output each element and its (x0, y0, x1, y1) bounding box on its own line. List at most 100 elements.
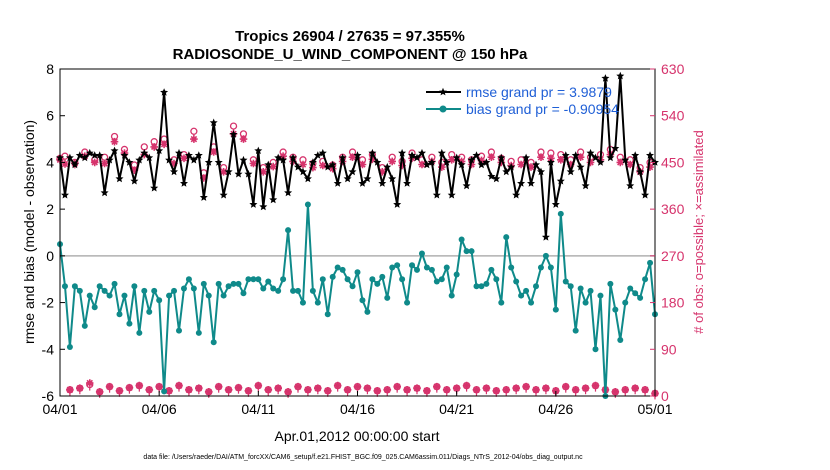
y-right-tick-label: 540 (661, 108, 685, 124)
bias-point (171, 287, 178, 294)
y-tick-label: -6 (42, 388, 55, 404)
assimilated-obs-marker (438, 163, 446, 171)
rmse-point (120, 151, 129, 159)
rmse-point (184, 151, 193, 159)
bias-point (106, 292, 113, 299)
assimilated-obs-marker (61, 160, 69, 168)
rmse-point (418, 148, 426, 157)
rmse-point (507, 162, 516, 171)
bias-point (344, 276, 351, 283)
rmse-point (413, 153, 421, 162)
bias-point (384, 294, 391, 301)
rmse-point (398, 148, 407, 157)
data-file-footer: data file: /Users/raeder/DAI/ATM_forcXX/… (143, 454, 583, 461)
assimilated-obs-marker (353, 382, 362, 391)
bias-point (433, 278, 440, 285)
assimilated-obs-marker (452, 384, 461, 392)
rmse-point (626, 181, 635, 190)
rmse-point (482, 158, 491, 166)
bias-point (131, 283, 138, 290)
bias-point (557, 210, 564, 217)
rmse-point (90, 151, 99, 159)
chart-subtitle: RADIOSONDE_U_WIND_COMPONENT @ 150 hPa (173, 46, 528, 63)
assimilated-obs-marker (90, 158, 99, 167)
assimilated-obs-marker (591, 381, 600, 390)
assimilated-obs-marker (393, 382, 401, 391)
assimilated-obs-marker (195, 384, 203, 392)
bias-point (215, 280, 222, 287)
x-tick-label: 04/06 (142, 401, 177, 417)
rmse-point (284, 188, 293, 197)
assimilated-obs-marker (165, 387, 173, 395)
rmse-point (234, 169, 243, 178)
rmse-point (517, 179, 526, 187)
bias-point (552, 306, 559, 313)
rmse-point (303, 174, 312, 183)
bias-point (71, 283, 78, 290)
rmse-point (646, 151, 654, 159)
rmse-point (61, 190, 69, 199)
rmse-point (551, 200, 560, 208)
bias-point (265, 278, 272, 285)
assimilated-obs-marker (383, 386, 392, 394)
rmse-point (368, 148, 377, 157)
assimilated-obs-marker (631, 384, 639, 392)
rmse-point (358, 179, 367, 187)
rmse-point (170, 167, 178, 176)
bias-point (309, 287, 316, 294)
bias-point (533, 283, 539, 290)
rmse-point (462, 181, 471, 190)
y-right-tick-label: 0 (661, 388, 669, 404)
x-tick-label: 04/26 (538, 401, 573, 417)
chart-title: Tropics 26904 / 27635 = 97.355% (235, 28, 465, 45)
rmse-point (541, 233, 550, 241)
bias-point (572, 327, 579, 334)
assimilated-obs-marker (552, 387, 560, 395)
bias-point (285, 227, 292, 234)
assimilated-obs-marker (309, 163, 317, 172)
assimilated-obs-marker (413, 384, 421, 392)
bias-point (141, 287, 148, 294)
rmse-point (363, 174, 372, 183)
bias-point (61, 283, 68, 290)
assimilated-obs-marker (200, 174, 208, 182)
y-right-tick-label: 90 (661, 341, 677, 357)
assimilated-obs-marker (497, 158, 506, 167)
assimilated-obs-marker (180, 154, 188, 163)
legend-bias-label: bias grand pr = -0.90954 (466, 101, 619, 117)
rmse-point (294, 162, 302, 171)
bias-point (483, 280, 490, 287)
assimilated-obs-marker (185, 386, 193, 394)
bias-point (488, 266, 495, 273)
rmse-point (145, 153, 154, 162)
bias-point (210, 339, 217, 346)
assimilated-obs-marker (249, 159, 258, 168)
rmse-point (537, 167, 545, 176)
rmse-point (155, 146, 164, 155)
bias-point (617, 336, 624, 343)
legend-rmse-star (439, 87, 447, 96)
rmse-point (180, 179, 188, 187)
bias-point (161, 388, 168, 395)
rmse-point (502, 167, 511, 176)
assimilated-obs-marker (562, 382, 570, 391)
assimilated-obs-marker (502, 386, 511, 394)
rmse-point (457, 160, 466, 169)
bias-point (587, 287, 594, 294)
rmse-point (546, 158, 555, 166)
rmse-point (522, 153, 531, 162)
y-tick-label: 2 (46, 201, 54, 217)
rmse-point (110, 146, 119, 155)
bias-point (463, 248, 470, 255)
y-right-tick-label: 270 (661, 248, 685, 264)
rmse-point (323, 162, 332, 171)
rmse-point (472, 151, 481, 159)
rmse-point (299, 167, 307, 176)
bias-point (537, 264, 544, 271)
rmse-point (254, 146, 263, 155)
bias-point (280, 276, 287, 283)
rmse-point (333, 179, 342, 187)
rmse-point (561, 151, 570, 159)
bias-point (404, 299, 411, 306)
bias-point (86, 292, 93, 299)
